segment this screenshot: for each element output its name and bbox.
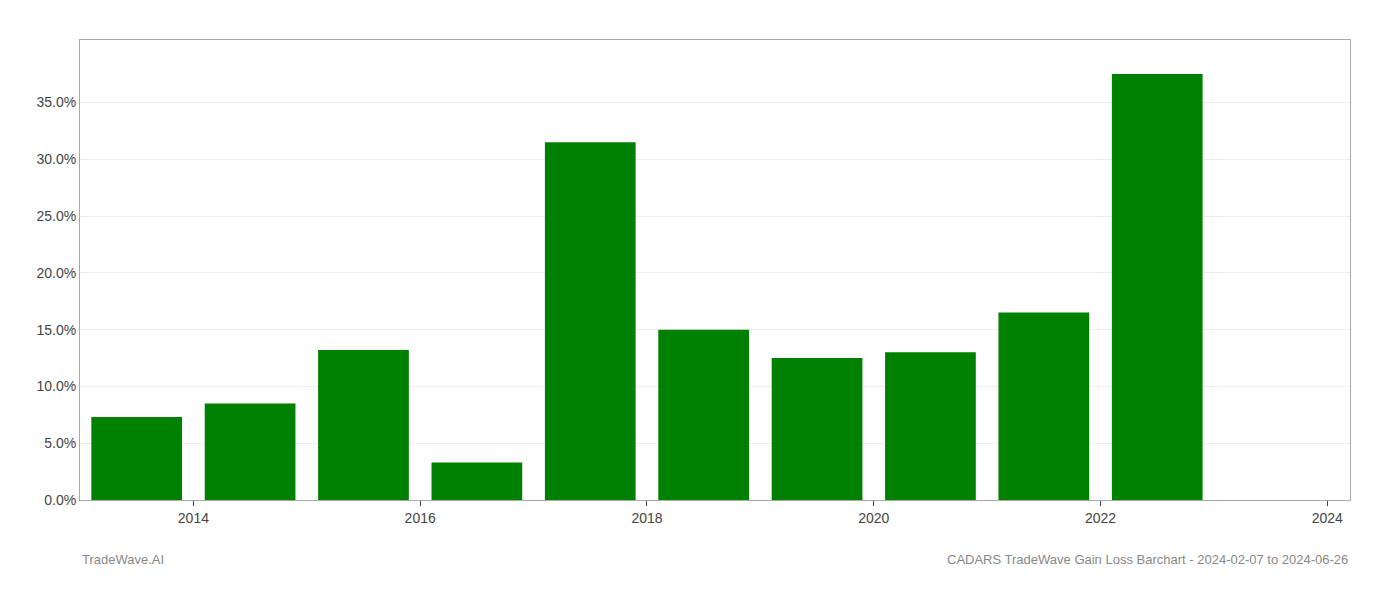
svg-text:2016: 2016 <box>405 510 436 526</box>
svg-text:10.0%: 10.0% <box>36 378 76 394</box>
svg-text:TradeWave.AI: TradeWave.AI <box>82 552 164 567</box>
svg-text:CADARS TradeWave Gain Loss Bar: CADARS TradeWave Gain Loss Barchart - 20… <box>947 552 1348 567</box>
svg-text:5.0%: 5.0% <box>44 435 76 451</box>
svg-text:2014: 2014 <box>178 510 209 526</box>
svg-text:30.0%: 30.0% <box>36 151 76 167</box>
svg-text:0.0%: 0.0% <box>44 492 76 508</box>
svg-text:15.0%: 15.0% <box>36 322 76 338</box>
svg-text:2024: 2024 <box>1312 510 1343 526</box>
svg-text:35.0%: 35.0% <box>36 94 76 110</box>
svg-text:2022: 2022 <box>1085 510 1116 526</box>
svg-text:20.0%: 20.0% <box>36 265 76 281</box>
svg-text:2020: 2020 <box>858 510 889 526</box>
svg-text:25.0%: 25.0% <box>36 208 76 224</box>
svg-text:2018: 2018 <box>631 510 662 526</box>
